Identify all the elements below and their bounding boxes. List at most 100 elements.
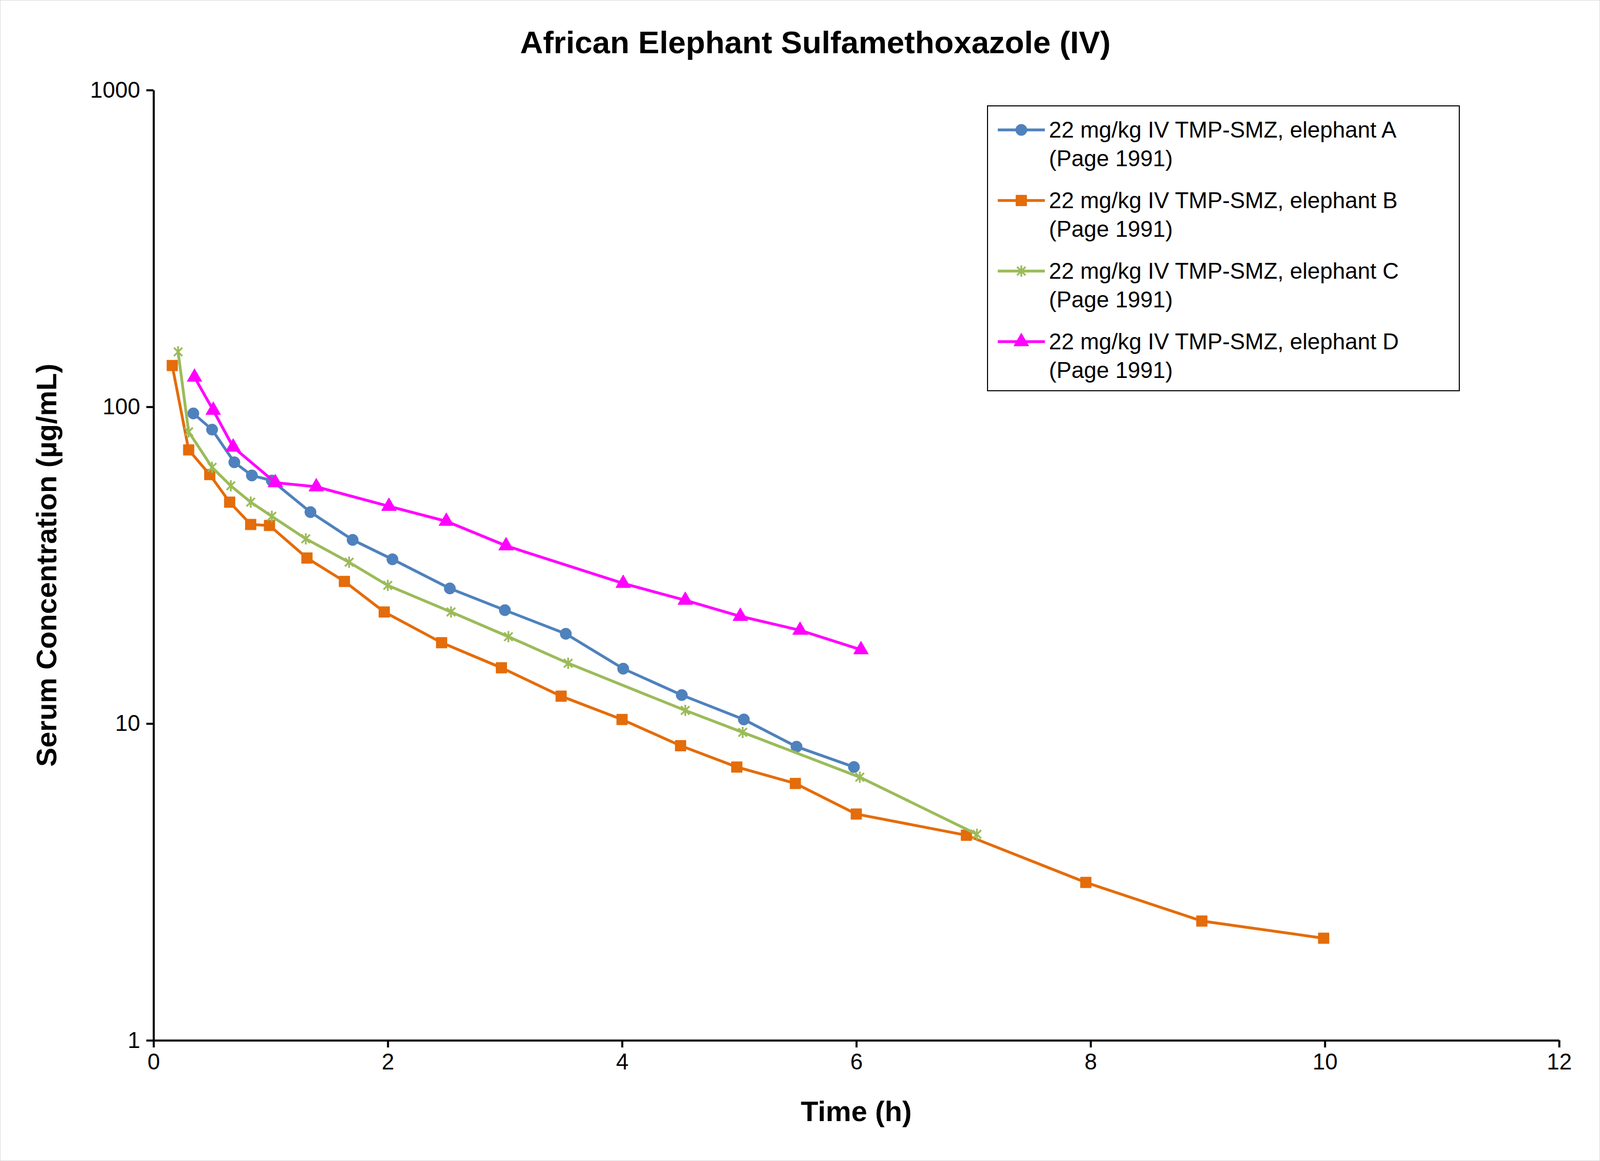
- data-point: [499, 604, 511, 617]
- data-point: [855, 772, 865, 784]
- data-point: [225, 438, 241, 452]
- data-point: [206, 424, 218, 436]
- data-point: [560, 628, 572, 640]
- y-tick: 1000: [90, 77, 154, 103]
- data-point: [615, 575, 631, 588]
- x-tick: 8: [1084, 1040, 1098, 1075]
- y-tick-label: 1000: [90, 77, 141, 103]
- y-axis-title: Serum Concentration (µg/mL): [30, 363, 63, 767]
- data-point: [738, 714, 750, 726]
- x-tick-label: 4: [616, 1049, 629, 1075]
- y-tick-label: 1: [127, 1027, 141, 1054]
- data-point: [339, 576, 350, 587]
- data-point: [1080, 877, 1092, 889]
- y-tick: 1: [127, 1027, 154, 1054]
- series-line: [172, 365, 1324, 939]
- data-point: [183, 444, 194, 456]
- legend-label: 22 mg/kg IV TMP-SMZ, elephant D(Page 199…: [1048, 329, 1399, 383]
- data-point: [187, 368, 203, 382]
- data-point: [1196, 915, 1208, 927]
- data-point: [173, 346, 183, 358]
- data-point: [498, 537, 514, 551]
- data-point: [226, 480, 236, 492]
- data-point: [738, 727, 748, 739]
- data-point: [853, 641, 869, 655]
- data-point: [732, 607, 748, 621]
- x-tick: 10: [1312, 1040, 1338, 1075]
- plot-area: [166, 346, 1329, 945]
- x-tick: 6: [850, 1040, 863, 1075]
- legend-box: [987, 105, 1460, 391]
- data-point: [207, 462, 217, 474]
- data-point: [681, 705, 690, 717]
- data-point: [224, 496, 235, 508]
- data-point: [848, 761, 860, 774]
- x-tick: 2: [381, 1040, 394, 1075]
- data-point: [264, 520, 275, 532]
- y-tick-mark: [146, 722, 154, 726]
- y-axis: 1 10 100 1000: [90, 77, 154, 1054]
- data-point: [166, 360, 178, 371]
- y-tick: 10: [115, 710, 154, 736]
- series-line: [193, 413, 854, 767]
- x-tick-mark: [855, 1040, 858, 1048]
- data-point: [503, 631, 513, 643]
- data-point: [617, 663, 629, 675]
- data-point: [309, 478, 324, 492]
- data-point: [304, 506, 317, 518]
- legend-label: 22 mg/kg IV TMP-SMZ, elephant A(Page 199…: [1048, 117, 1397, 171]
- chart: 0 2 4 6 8 10 12 1 10 100 1000 African Elephant Sulf…: [0, 0, 1600, 1161]
- data-point: [1318, 933, 1329, 945]
- data-point: [790, 778, 801, 789]
- data-point: [184, 426, 193, 438]
- legend-marker: [1014, 333, 1029, 346]
- data-point: [187, 407, 200, 420]
- data-point: [850, 808, 862, 820]
- data-point: [228, 456, 240, 469]
- data-point: [446, 606, 456, 619]
- y-tick: 100: [102, 393, 154, 420]
- x-tick-mark: [1558, 1040, 1561, 1048]
- x-axis-title: Time (h): [800, 1095, 912, 1128]
- y-tick-mark: [146, 89, 154, 92]
- x-tick-label: 10: [1312, 1049, 1338, 1075]
- x-tick: 12: [1546, 1040, 1572, 1075]
- x-tick-label: 12: [1546, 1049, 1572, 1075]
- data-point: [301, 533, 311, 545]
- data-point: [267, 511, 277, 523]
- y-tick-label: 100: [102, 393, 141, 420]
- data-point: [386, 553, 399, 565]
- data-point: [344, 556, 354, 568]
- data-point: [495, 662, 507, 674]
- y-tick-label: 10: [115, 710, 141, 736]
- data-point: [439, 513, 454, 526]
- x-axis: 0 2 4 6 8 10 12: [147, 1040, 1572, 1075]
- data-point: [381, 497, 397, 511]
- data-point: [246, 496, 256, 509]
- data-point: [972, 828, 982, 841]
- x-tick-mark: [1324, 1040, 1327, 1048]
- data-point: [205, 401, 221, 415]
- data-point: [383, 580, 393, 592]
- legend-marker: [1016, 195, 1027, 207]
- data-point: [675, 689, 688, 701]
- x-tick: 0: [147, 1040, 160, 1075]
- background: [0, 0, 1600, 1161]
- y-tick-mark: [146, 1040, 154, 1043]
- x-tick-mark: [621, 1040, 624, 1048]
- x-tick: 4: [616, 1040, 629, 1075]
- data-point: [436, 637, 448, 649]
- y-axis-line: [152, 90, 156, 1042]
- legend-label: 22 mg/kg IV TMP-SMZ, elephant B(Page 199…: [1048, 187, 1398, 242]
- data-point: [444, 582, 456, 595]
- chart-title: African Elephant Sulfamethoxazole (IV): [519, 24, 1111, 60]
- legend-marker: [1015, 124, 1027, 136]
- data-point: [555, 691, 567, 703]
- x-tick-mark: [1089, 1040, 1092, 1048]
- data-point: [616, 714, 628, 726]
- legend: 22 mg/kg IV TMP-SMZ, elephant A(Page 199…: [987, 105, 1460, 391]
- data-point: [563, 658, 573, 670]
- y-tick-mark: [146, 406, 154, 409]
- x-tick-label: 2: [381, 1049, 394, 1075]
- data-point: [246, 470, 258, 482]
